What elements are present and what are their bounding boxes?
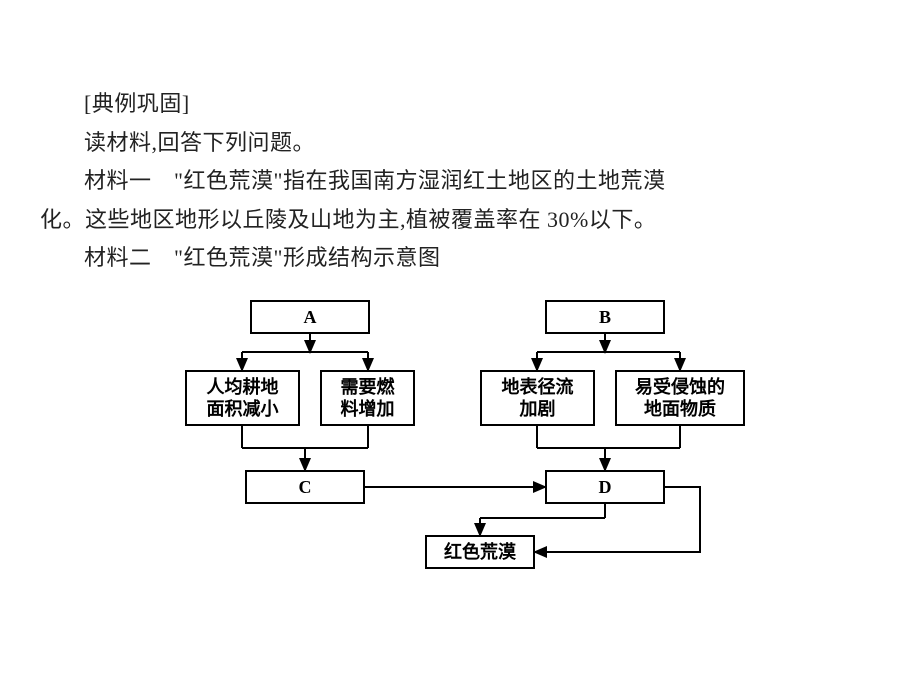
question-text: [典例巩固] 读材料,回答下列问题。 材料一 "红色荒漠"指在我国南方湿润红土地…: [40, 85, 880, 278]
line-2: 读材料,回答下列问题。: [40, 124, 880, 163]
node-R: 红色荒漠: [425, 535, 535, 569]
node-n4: 易受侵蚀的地面物质: [615, 370, 745, 426]
node-B: B: [545, 300, 665, 334]
node-n3: 地表径流加剧: [480, 370, 595, 426]
node-A: A: [250, 300, 370, 334]
node-n2: 需要燃料增加: [320, 370, 415, 426]
line-1: [典例巩固]: [40, 85, 880, 124]
flowchart: A B 人均耕地面积减小需要燃料增加 地表径流加剧易受侵蚀的地面物质 C D 红色荒漠: [170, 300, 750, 580]
line-4: 材料二 "红色荒漠"形成结构示意图: [40, 239, 880, 278]
node-n1: 人均耕地面积减小: [185, 370, 300, 426]
line-3a: 材料一 "红色荒漠"指在我国南方湿润红土地区的土地荒漠: [40, 162, 880, 201]
line-3b: 化。这些地区地形以丘陵及山地为主,植被覆盖率在 30%以下。: [40, 201, 880, 240]
node-D: D: [545, 470, 665, 504]
node-C: C: [245, 470, 365, 504]
